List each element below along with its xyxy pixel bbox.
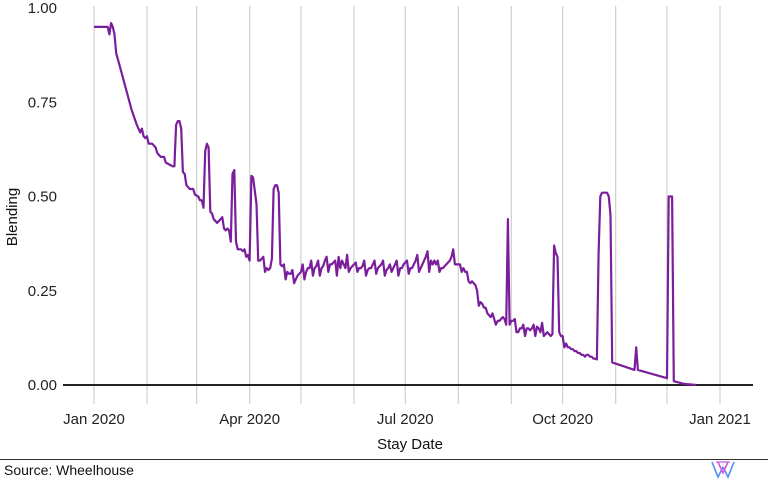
y-tick-label: 0.75: [28, 94, 57, 111]
x-axis-label: Stay Date: [377, 436, 443, 453]
x-tick-label: Apr 2020: [219, 411, 280, 428]
vertical-gridlines: [93, 6, 721, 404]
wheelhouse-logo-icon: [711, 461, 735, 479]
y-tick-label: 1.00: [28, 0, 57, 17]
x-tick-label: Jul 2020: [377, 411, 434, 428]
y-tick-label: 0.25: [28, 283, 57, 300]
blending-series-line: [94, 22, 697, 387]
y-tick-label: 0.00: [28, 377, 57, 394]
y-axis-ticks: 0.00 0.25 0.50 0.75 1.00: [28, 0, 57, 394]
x-tick-label: Jan 2021: [689, 411, 751, 428]
source-caption: Source: Wheelhouse: [4, 462, 134, 478]
footer-divider: [0, 459, 768, 460]
blending-line-chart: 0.00 0.25 0.50 0.75 1.00 Jan 2020 Apr 2020 Jul…: [4, 0, 753, 453]
x-tick-label: Jan 2020: [63, 411, 125, 428]
x-axis-ticks: Jan 2020 Apr 2020 Jul 2020 Oct 2020 Jan 2021: [63, 411, 751, 428]
y-axis-label: Blending: [4, 188, 21, 246]
x-tick-label: Oct 2020: [532, 411, 593, 428]
y-tick-label: 0.50: [28, 189, 57, 206]
